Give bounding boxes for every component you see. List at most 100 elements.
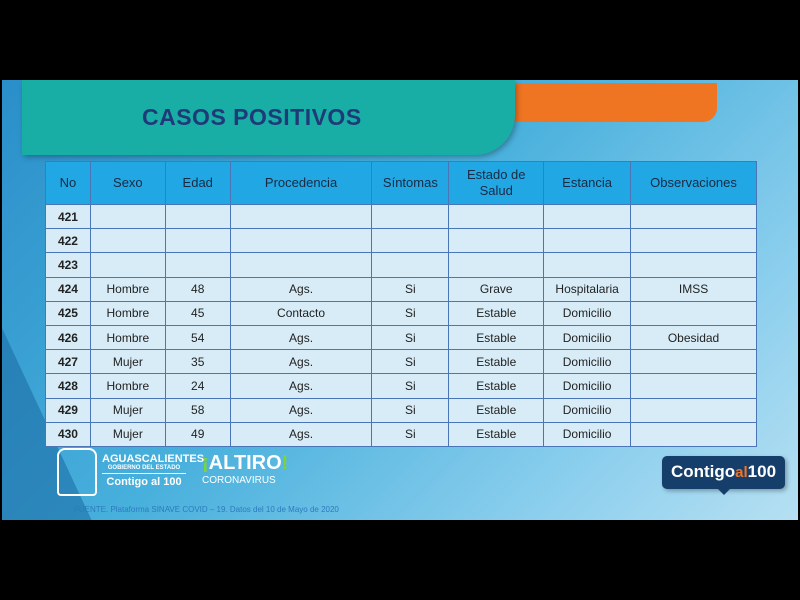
table-cell: Si	[371, 276, 450, 302]
orange-banner	[502, 83, 717, 122]
table-cell	[448, 203, 545, 230]
table-row: 421	[45, 203, 757, 230]
table-cell	[371, 228, 450, 254]
table-cell: 425	[45, 300, 91, 326]
table-cell	[630, 300, 757, 326]
table-cell	[371, 252, 450, 278]
table-cell: Si	[371, 421, 450, 447]
title-banner	[22, 80, 515, 155]
table-row: 425 Hombre 45 Contacto Si Estable Domicilio	[45, 300, 757, 326]
table-cell: Ags.	[229, 324, 373, 351]
table-cell	[630, 397, 757, 423]
table-cell: Domicilio	[543, 300, 632, 326]
table-cell: 24	[164, 373, 231, 399]
table-cell: Mujer	[89, 349, 166, 375]
table-cell: Domicilio	[543, 421, 632, 447]
table-cell	[630, 349, 757, 375]
table-cell	[543, 252, 632, 278]
table-cell: Estable	[448, 373, 545, 399]
slide-title: CASOS POSITIVOS	[142, 104, 362, 130]
table-row: 423	[45, 252, 757, 278]
table-cell: Estable	[448, 397, 545, 423]
table-cell	[630, 252, 757, 278]
table-cell: Ags.	[229, 276, 373, 302]
table-cell	[164, 203, 231, 230]
table-cell: 35	[164, 349, 231, 375]
badge-b: al	[735, 464, 748, 481]
column-header: Síntomas	[371, 161, 450, 205]
table-cell: 49	[164, 421, 231, 447]
table-cell: 421	[45, 203, 91, 230]
column-header: Procedencia	[229, 161, 373, 205]
table-cell	[371, 203, 450, 230]
table-cell: Estable	[448, 421, 545, 447]
table-row: 428 Hombre 24 Ags. Si Estable Domicilio	[45, 373, 757, 399]
aguascalientes-logo: AGUASCALIENTES GOBIERNO DEL ESTADO Conti…	[102, 453, 204, 488]
column-header: No	[45, 161, 91, 205]
source-note: FUENTE. Plataforma SINAVE COVID – 19. Da…	[74, 505, 339, 514]
table-cell: Domicilio	[543, 397, 632, 423]
table-cell: Si	[371, 373, 450, 399]
table-cell	[164, 228, 231, 254]
table-cell: Si	[371, 300, 450, 326]
altiro-top: ALTIRO	[208, 452, 282, 474]
table-cell: Hospitalaria	[543, 276, 632, 302]
logo-slogan: Contigo al 100	[106, 476, 182, 488]
table-cell: Obesidad	[630, 324, 757, 351]
table-cell	[630, 228, 757, 254]
table-cell: Hombre	[89, 276, 166, 302]
table-cell: Estable	[448, 300, 545, 326]
column-header: Sexo	[89, 161, 166, 205]
table-cell	[630, 203, 757, 230]
table-cell: Mujer	[89, 421, 166, 447]
table-cell	[543, 203, 632, 230]
table-cell: Hombre	[89, 324, 166, 351]
table-cell: 58	[164, 397, 231, 423]
table-row: 426 Hombre 54 Ags. Si Estable Domicilio Obesida…	[45, 324, 757, 351]
table-cell: Ags.	[229, 349, 373, 375]
column-header: Estancia	[543, 161, 632, 205]
table-cell: Domicilio	[543, 373, 632, 399]
table-cell: 54	[164, 324, 231, 351]
column-header: Estado de Salud	[448, 161, 545, 205]
state-seal-icon	[57, 448, 97, 496]
column-header: Edad	[164, 161, 231, 205]
table-row: 430 Mujer 49 Ags. Si Estable Domicilio	[45, 421, 757, 447]
table-cell: 429	[45, 397, 91, 423]
table-cell: Domicilio	[543, 349, 632, 375]
table-cell: Si	[371, 397, 450, 423]
table-cell	[164, 252, 231, 278]
table-cell	[543, 228, 632, 254]
badge-c: 100	[747, 462, 777, 481]
logo-sub: GOBIERNO DEL ESTADO	[102, 465, 186, 474]
table-row: 429 Mujer 58 Ags. Si Estable Domicilio	[45, 397, 757, 423]
table-cell: Si	[371, 349, 450, 375]
column-header: Observaciones	[630, 161, 757, 205]
table-cell	[229, 203, 373, 230]
table-cell: Hombre	[89, 373, 166, 399]
altiro-logo: ¡ALTIRO! CORONAVIRUS	[202, 452, 289, 486]
badge-a: Contigo	[670, 462, 736, 481]
table-cell	[89, 203, 166, 230]
table-cell: Domicilio	[543, 324, 632, 351]
table-cell: Hombre	[89, 300, 166, 326]
table-cell	[89, 228, 166, 254]
table-row: 422	[45, 228, 757, 254]
table-cell: 426	[45, 324, 91, 351]
table-cell	[448, 252, 545, 278]
table-cell: 45	[164, 300, 231, 326]
table-cell	[630, 421, 757, 447]
table-cell	[630, 373, 757, 399]
table-cell: 427	[45, 349, 91, 375]
contigo-badge: Contigoal100	[662, 456, 785, 495]
table-header: No Sexo Edad Procedencia Síntomas Estado de S…	[45, 161, 757, 205]
table-cell: Grave	[448, 276, 545, 302]
table-cell: Mujer	[89, 397, 166, 423]
table-cell: IMSS	[630, 276, 757, 302]
slide: CASOS POSITIVOS No Sexo Edad Procedencia Sín…	[2, 80, 798, 520]
table-cell: Si	[371, 324, 450, 351]
table-cell	[229, 228, 373, 254]
table-cell: Ags.	[229, 397, 373, 423]
table-cell: 424	[45, 276, 91, 302]
table-row: 424 Hombre 48 Ags. Si Grave Hospitalaria IMSS	[45, 276, 757, 302]
